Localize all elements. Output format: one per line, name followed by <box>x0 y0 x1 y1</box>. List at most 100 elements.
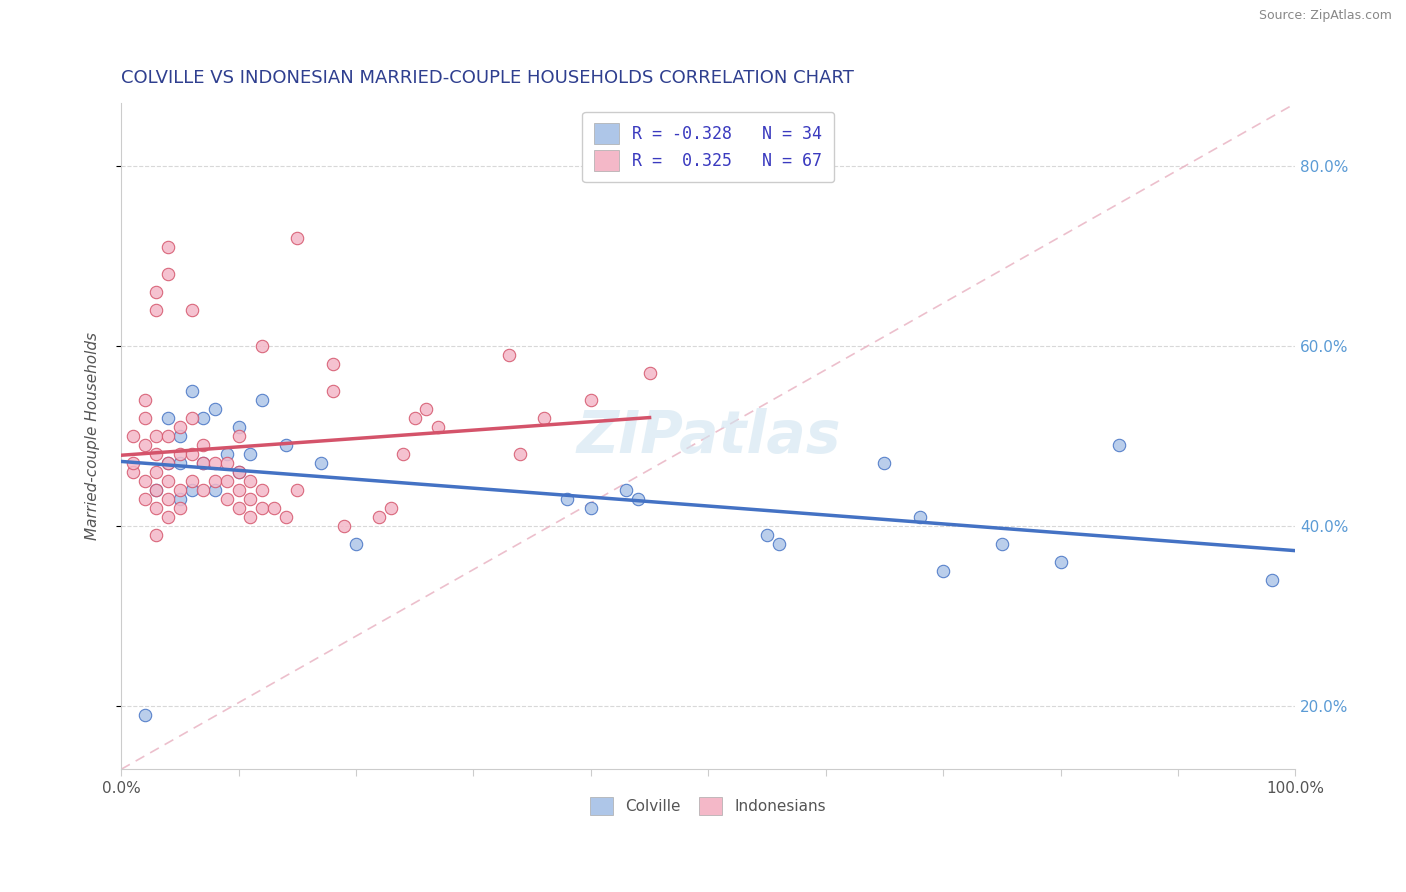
Point <box>228 429 250 443</box>
Point <box>250 483 273 498</box>
Point <box>344 537 367 551</box>
Point <box>263 501 285 516</box>
Y-axis label: Married-couple Households: Married-couple Households <box>86 333 100 541</box>
Point <box>285 483 308 498</box>
Point <box>204 456 226 470</box>
Point <box>579 501 602 516</box>
Point <box>392 447 415 461</box>
Point <box>1261 574 1284 588</box>
Point <box>498 348 520 362</box>
Point <box>215 475 238 489</box>
Point <box>157 411 180 425</box>
Point <box>614 483 637 498</box>
Point <box>193 411 215 425</box>
Point <box>756 528 779 542</box>
Point <box>169 456 191 470</box>
Point <box>145 466 167 480</box>
Point <box>134 475 156 489</box>
Point <box>157 268 180 282</box>
Point <box>122 429 145 443</box>
Point <box>134 393 156 408</box>
Point <box>239 447 262 461</box>
Point <box>157 456 180 470</box>
Point <box>193 456 215 470</box>
Point <box>380 501 402 516</box>
Point <box>368 510 391 524</box>
Point <box>169 447 191 461</box>
Point <box>1049 555 1071 569</box>
Point <box>157 510 180 524</box>
Point <box>908 510 931 524</box>
Point <box>321 357 343 371</box>
Point <box>239 510 262 524</box>
Point <box>193 438 215 452</box>
Point <box>250 393 273 408</box>
Point <box>134 438 156 452</box>
Point <box>932 564 955 578</box>
Point <box>239 492 262 507</box>
Point <box>274 438 297 452</box>
Text: ZIPatlas: ZIPatlas <box>576 408 841 465</box>
Point <box>533 411 555 425</box>
Point <box>180 447 202 461</box>
Point <box>169 429 191 443</box>
Point <box>321 384 343 399</box>
Point <box>333 519 356 533</box>
Point <box>404 411 426 425</box>
Point <box>509 447 531 461</box>
Point <box>169 420 191 434</box>
Point <box>274 510 297 524</box>
Point <box>309 456 332 470</box>
Point <box>427 420 450 434</box>
Point <box>157 429 180 443</box>
Point <box>627 492 650 507</box>
Point <box>557 492 579 507</box>
Point <box>415 402 437 417</box>
Point <box>134 492 156 507</box>
Text: COLVILLE VS INDONESIAN MARRIED-COUPLE HOUSEHOLDS CORRELATION CHART: COLVILLE VS INDONESIAN MARRIED-COUPLE HO… <box>121 69 853 87</box>
Point <box>228 501 250 516</box>
Point <box>228 466 250 480</box>
Point <box>180 475 202 489</box>
Point <box>122 466 145 480</box>
Point <box>204 475 226 489</box>
Point <box>215 492 238 507</box>
Legend: Colville, Indonesians: Colville, Indonesians <box>585 790 832 822</box>
Point <box>145 429 167 443</box>
Point <box>1108 438 1130 452</box>
Point <box>250 501 273 516</box>
Point <box>169 492 191 507</box>
Point <box>204 483 226 498</box>
Point <box>145 303 167 318</box>
Point <box>145 447 167 461</box>
Point <box>204 402 226 417</box>
Point <box>134 411 156 425</box>
Point <box>228 420 250 434</box>
Point <box>157 456 180 470</box>
Point <box>579 393 602 408</box>
Point <box>180 411 202 425</box>
Point <box>239 475 262 489</box>
Point <box>180 303 202 318</box>
Point <box>193 483 215 498</box>
Point <box>873 456 896 470</box>
Point <box>215 447 238 461</box>
Point <box>157 475 180 489</box>
Point <box>285 231 308 245</box>
Point <box>180 384 202 399</box>
Point <box>215 456 238 470</box>
Point <box>145 501 167 516</box>
Point <box>169 501 191 516</box>
Point <box>169 483 191 498</box>
Point <box>145 483 167 498</box>
Point <box>145 528 167 542</box>
Point <box>193 456 215 470</box>
Point <box>228 466 250 480</box>
Point <box>638 367 661 381</box>
Point <box>157 240 180 254</box>
Point <box>134 708 156 723</box>
Point <box>145 483 167 498</box>
Point <box>768 537 790 551</box>
Text: Source: ZipAtlas.com: Source: ZipAtlas.com <box>1258 9 1392 22</box>
Point <box>122 456 145 470</box>
